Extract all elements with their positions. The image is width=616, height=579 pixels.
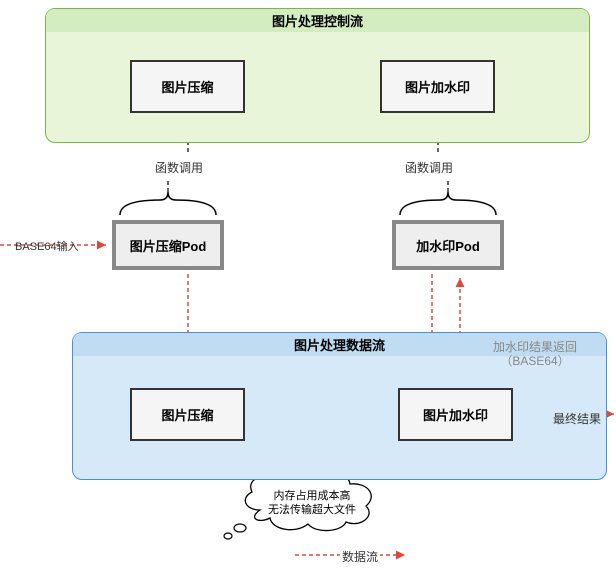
call-label-left: 函数调用 bbox=[155, 159, 203, 176]
cloud-note: 内存占用成本高 无法传输超大文件 bbox=[248, 483, 376, 523]
bottom-compress-label: 图片压缩 bbox=[161, 405, 213, 424]
bottom-watermark-label: 图片加水印 bbox=[423, 405, 488, 424]
control-flow-container: 图片处理控制流 bbox=[45, 8, 590, 143]
cloud-line2: 无法传输超大文件 bbox=[268, 503, 356, 517]
final-result-label: 最终结果 bbox=[553, 410, 601, 427]
bottom-watermark-box: 图片加水印 bbox=[398, 388, 513, 441]
watermark-pod: 加水印Pod bbox=[392, 220, 504, 270]
top-watermark-box: 图片加水印 bbox=[380, 60, 495, 113]
bottom-compress-box: 图片压缩 bbox=[130, 388, 245, 441]
top-compress-label: 图片压缩 bbox=[161, 77, 213, 96]
cloud-line1: 内存占用成本高 bbox=[268, 489, 356, 503]
compress-pod-label: 图片压缩Pod bbox=[130, 236, 207, 255]
top-watermark-label: 图片加水印 bbox=[405, 77, 470, 96]
left-input-label: BASE64输入 bbox=[15, 238, 79, 254]
watermark-pod-label: 加水印Pod bbox=[416, 236, 480, 255]
result-return-label: 加水印结果返回（BASE64） bbox=[465, 340, 605, 369]
compress-pod: 图片压缩Pod bbox=[112, 220, 224, 270]
control-flow-title: 图片处理控制流 bbox=[46, 9, 589, 32]
legend-label: 数据流 bbox=[340, 548, 380, 565]
top-compress-box: 图片压缩 bbox=[130, 60, 245, 113]
call-label-right: 函数调用 bbox=[405, 159, 453, 176]
